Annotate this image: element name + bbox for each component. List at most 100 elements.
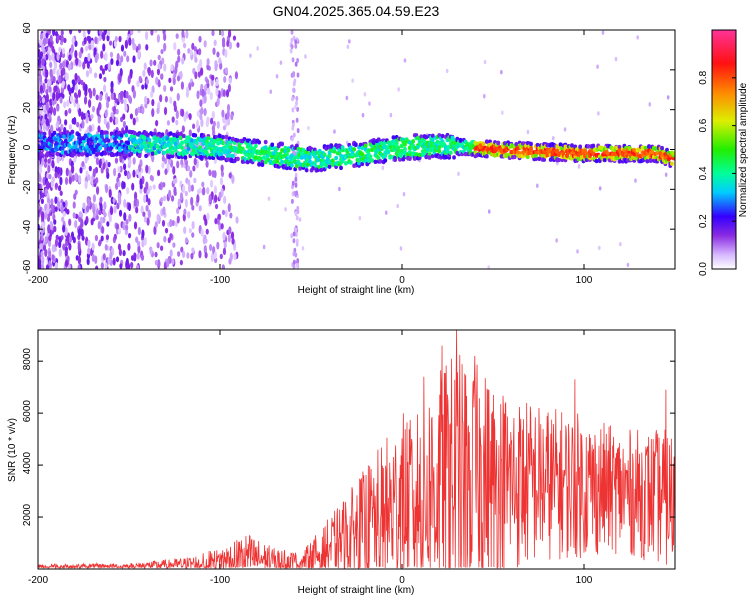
x-tick-label: 100 (576, 275, 593, 286)
spectrogram-cell (161, 162, 165, 169)
spectrogram-cell (294, 172, 298, 178)
spectrogram-cell (141, 229, 145, 238)
spectrogram-cell (270, 145, 275, 151)
spectrogram-cell (95, 214, 99, 221)
spectrogram-cell (290, 30, 294, 35)
spectrogram-cell (58, 248, 62, 257)
spectrogram-cell (206, 116, 210, 123)
spectrogram-cell (181, 250, 186, 258)
spectrogram-cell (59, 62, 63, 70)
y-tick-label: 40 (22, 62, 33, 74)
spectrogram-cell (84, 180, 88, 190)
spectrogram-cell (60, 204, 64, 214)
spectrogram-cell (445, 68, 449, 74)
spectrogram-cell (211, 30, 215, 37)
spectrogram-cell (123, 169, 128, 177)
spectrogram-cell (448, 150, 453, 155)
spectrogram-cell (40, 198, 44, 205)
spectrogram-cell (290, 233, 294, 239)
spectrogram-cell (216, 241, 220, 250)
spectrogram-cell (78, 175, 82, 184)
spectrogram-cell (74, 219, 78, 229)
spectrogram-cell (117, 181, 121, 188)
spectrogram-cell (73, 117, 77, 125)
colorbar-ticks: 0.0 0.2 0.4 0.6 0.8 (698, 70, 736, 276)
spectrogram-cell (48, 86, 52, 93)
spectrogram-cell (92, 168, 96, 178)
spectrogram-cell (59, 96, 63, 104)
spectrogram-cell (81, 161, 85, 168)
spectrogram-cell (200, 228, 204, 237)
spectrogram-cell (163, 235, 167, 243)
spectrogram-cell (68, 63, 72, 70)
spectrogram-cell (177, 55, 181, 63)
spectrogram-cell (144, 143, 149, 149)
spectrogram-cell (99, 134, 104, 139)
spectrogram-cell (49, 42, 53, 48)
spectrogram-cell (135, 116, 139, 123)
spectrogram-cell (88, 36, 92, 44)
spectrogram-cell (116, 53, 120, 62)
spectrogram-cell (179, 70, 183, 80)
spectrogram-cell (91, 242, 95, 251)
spectrogram-cell (109, 116, 113, 123)
spectrogram-cell (124, 39, 128, 49)
spectrogram-cell (54, 137, 58, 142)
spectrogram-cell (110, 80, 114, 90)
spectrogram-cell (424, 135, 429, 140)
spectrogram-cell (295, 100, 298, 106)
spectrogram-cell (175, 119, 179, 126)
spectrogram-cell (216, 120, 220, 129)
spectrogram-cell (344, 161, 348, 166)
spectrogram-cell (299, 151, 304, 157)
spectrogram-cell (169, 86, 174, 92)
spectrogram-cell (290, 37, 294, 43)
spectrogram-cell (396, 203, 400, 209)
spectrogram-cell (232, 35, 237, 41)
spectrogram-cell (118, 151, 122, 157)
spectrogram-cell (172, 242, 176, 248)
spectrogram-cell (294, 227, 297, 233)
spectrogram-cell (170, 153, 175, 158)
spectrogram-cell (83, 95, 88, 105)
spectrogram-cell (118, 146, 122, 151)
spectrogram-cell (391, 135, 396, 140)
spectrogram-cell (131, 182, 135, 191)
spectrogram-cell (98, 145, 103, 151)
spectrogram-cell (77, 264, 81, 269)
spectrogram-cell (43, 162, 48, 168)
spectrogram-cell (99, 65, 103, 71)
spectrogram-cell (47, 30, 51, 36)
spectrogram-cell (191, 42, 195, 50)
spectrogram-cell (242, 136, 247, 142)
spectrogram-cell (77, 89, 82, 98)
spectrogram-cell (231, 153, 235, 159)
spectrogram-cell (366, 148, 371, 153)
spectrogram-cell (39, 84, 44, 94)
spectrogram-cell (213, 185, 218, 194)
spectrogram-cell (203, 244, 207, 254)
spectrogram-cell (166, 258, 170, 268)
spectrogram-cell (211, 170, 215, 178)
spectrogram-cell (222, 247, 227, 256)
spectrogram-cell (150, 30, 154, 36)
colorbar-tick-label: 0.0 (698, 262, 709, 276)
spectrogram-cell (170, 64, 174, 72)
spectrogram-cell (39, 33, 44, 41)
spectrogram-cell (338, 186, 341, 192)
spectrogram-cell (182, 185, 186, 194)
spectrogram-cell (54, 196, 58, 204)
spectrogram-cell (204, 84, 208, 92)
spectrogram-cell (670, 161, 674, 166)
spectrogram-cell (104, 109, 108, 118)
spectrogram-cell (132, 55, 136, 63)
spectrogram-cell (197, 63, 201, 73)
spectrogram-cell (54, 238, 59, 248)
spectrogram-cell (47, 78, 51, 87)
spectrogram-cell (135, 168, 139, 176)
spectrogram-cell (105, 122, 110, 129)
spectrogram-cell (143, 95, 148, 105)
spectrogram-cell (187, 165, 191, 172)
spectrogram-cell (294, 182, 298, 188)
spectrogram-cell (85, 152, 90, 158)
